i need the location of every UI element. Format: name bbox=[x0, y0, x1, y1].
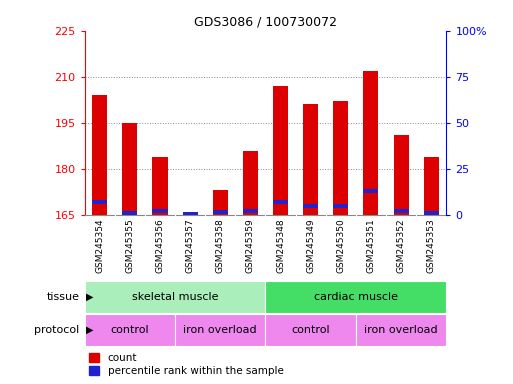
Bar bbox=[175, 314, 265, 346]
Text: cardiac muscle: cardiac muscle bbox=[314, 292, 398, 302]
Bar bbox=[363, 189, 379, 193]
Text: GSM245357: GSM245357 bbox=[186, 218, 194, 273]
Text: GSM245359: GSM245359 bbox=[246, 218, 255, 273]
Text: GSM245351: GSM245351 bbox=[366, 218, 376, 273]
Bar bbox=[265, 281, 446, 313]
Title: GDS3086 / 100730072: GDS3086 / 100730072 bbox=[194, 15, 337, 28]
Bar bbox=[393, 135, 409, 215]
Text: iron overload: iron overload bbox=[364, 325, 438, 335]
Text: skeletal muscle: skeletal muscle bbox=[132, 292, 219, 302]
Text: iron overload: iron overload bbox=[184, 325, 257, 335]
Bar bbox=[303, 204, 318, 208]
Text: GSM245355: GSM245355 bbox=[125, 218, 134, 273]
Bar bbox=[85, 281, 265, 313]
Bar bbox=[122, 211, 137, 215]
Bar bbox=[92, 200, 107, 204]
Text: ▶: ▶ bbox=[86, 292, 93, 302]
Bar bbox=[333, 101, 348, 215]
Bar bbox=[183, 212, 198, 216]
Bar bbox=[424, 157, 439, 215]
Text: GSM245348: GSM245348 bbox=[276, 218, 285, 273]
Bar bbox=[92, 95, 107, 215]
Text: GSM245353: GSM245353 bbox=[427, 218, 436, 273]
Text: GSM245350: GSM245350 bbox=[337, 218, 345, 273]
Bar bbox=[356, 314, 446, 346]
Bar bbox=[273, 200, 288, 204]
Text: protocol: protocol bbox=[34, 325, 80, 335]
Bar bbox=[243, 151, 258, 215]
Bar bbox=[152, 157, 168, 215]
Text: GSM245354: GSM245354 bbox=[95, 218, 104, 273]
Bar bbox=[213, 210, 228, 214]
Bar bbox=[265, 314, 356, 346]
Bar bbox=[363, 71, 379, 215]
Bar bbox=[273, 86, 288, 215]
Text: ▶: ▶ bbox=[86, 325, 93, 335]
Legend: count, percentile rank within the sample: count, percentile rank within the sample bbox=[85, 349, 288, 381]
Bar bbox=[303, 104, 318, 215]
Bar bbox=[122, 123, 137, 215]
Bar bbox=[85, 314, 175, 346]
Bar bbox=[213, 190, 228, 215]
Text: control: control bbox=[291, 325, 330, 335]
Text: GSM245352: GSM245352 bbox=[397, 218, 406, 273]
Text: tissue: tissue bbox=[47, 292, 80, 302]
Text: GSM245349: GSM245349 bbox=[306, 218, 315, 273]
Text: GSM245358: GSM245358 bbox=[216, 218, 225, 273]
Bar bbox=[424, 211, 439, 215]
Text: control: control bbox=[110, 325, 149, 335]
Bar bbox=[243, 209, 258, 214]
Bar bbox=[393, 209, 409, 214]
Bar bbox=[152, 209, 168, 214]
Text: GSM245356: GSM245356 bbox=[155, 218, 165, 273]
Bar bbox=[333, 204, 348, 208]
